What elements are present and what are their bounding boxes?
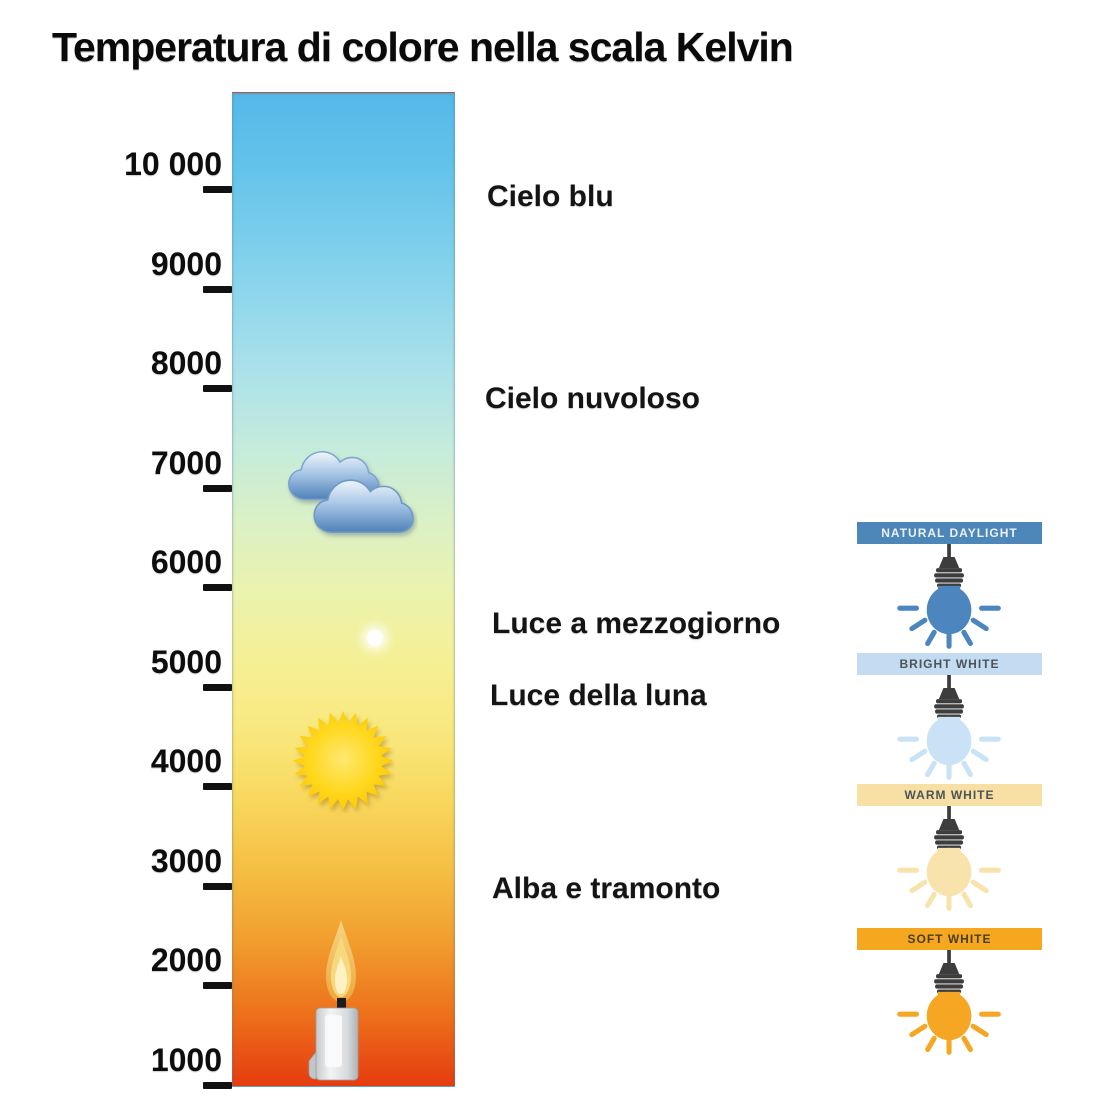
swatch-bar-bright-white: BRIGHT WHITE <box>857 653 1042 675</box>
candle-icon <box>308 918 372 1089</box>
light-bulb-icon-soft-white <box>884 950 1015 1056</box>
tick-label: 1000 <box>150 1042 222 1078</box>
swatch-bar-natural-daylight: NATURAL DAYLIGHT <box>857 522 1042 544</box>
annotation-mezzogiorno: Luce a mezzogiorno <box>492 607 781 640</box>
annotation-luna: Luce della luna <box>490 679 707 712</box>
sun-icon <box>291 709 395 818</box>
tick-5000 <box>203 684 232 691</box>
tick-2000 <box>203 982 232 989</box>
annotation-alba-tramonto: Alba e tramonto <box>492 872 721 905</box>
swatch-label: WARM WHITE <box>904 788 995 802</box>
tick-6000 <box>203 584 232 591</box>
tick-label: 6000 <box>150 544 222 580</box>
tick-label: 2000 <box>150 942 222 978</box>
tick-4000 <box>203 783 232 790</box>
swatch-bar-soft-white: SOFT WHITE <box>857 928 1042 950</box>
light-bulb-icon-natural-daylight <box>884 544 1015 650</box>
swatch-label: BRIGHT WHITE <box>899 657 1000 671</box>
tick-label: 4000 <box>150 743 222 779</box>
light-bulb-icon-bright-white <box>884 675 1015 781</box>
page-title: Temperatura di colore nella scala Kelvin <box>52 24 794 70</box>
tick-label: 9000 <box>150 246 222 282</box>
swatch-bar-warm-white: WARM WHITE <box>857 784 1042 806</box>
tick-label: 8000 <box>150 345 222 381</box>
tick-7000 <box>203 485 232 492</box>
tick-8000 <box>203 385 232 392</box>
annotation-cielo-nuvoloso: Cielo nuvoloso <box>485 382 701 415</box>
swatch-label: NATURAL DAYLIGHT <box>881 526 1018 540</box>
tick-9000 <box>203 286 232 293</box>
kelvin-gradient-bar <box>232 92 455 1087</box>
tick-label: 3000 <box>150 843 222 879</box>
tick-label: 10 000 <box>124 146 222 182</box>
tick-10000 <box>203 186 232 193</box>
tick-1000 <box>203 1082 232 1089</box>
cloud-icon <box>276 448 418 549</box>
swatch-label: SOFT WHITE <box>907 932 992 946</box>
moon-glow-icon <box>367 630 383 646</box>
light-bulb-icon-warm-white <box>884 806 1015 912</box>
tick-label: 7000 <box>150 445 222 481</box>
annotation-cielo-blu: Cielo blu <box>487 180 614 213</box>
tick-3000 <box>203 883 232 890</box>
tick-label: 5000 <box>150 644 222 680</box>
